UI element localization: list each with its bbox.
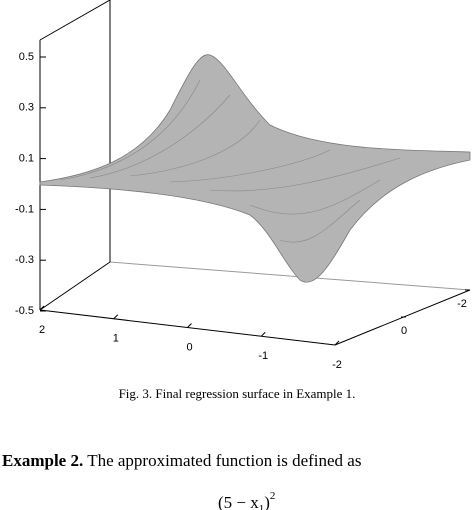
x-tick-label: -2 <box>332 359 342 371</box>
x-tick <box>187 323 192 328</box>
z-tick-label: -0.3 <box>15 254 34 266</box>
formula-close: ) <box>264 493 270 510</box>
z-tick-label: 0.5 <box>19 51 34 63</box>
formula-sup: 2 <box>270 490 276 502</box>
z-tick-label: -0.5 <box>15 305 34 317</box>
x-tick-label: 0 <box>186 341 192 353</box>
x-tick <box>113 314 119 320</box>
box-edge <box>39 261 111 311</box>
y-tick-label: -2 <box>457 298 467 310</box>
formula-sub: 1 <box>259 503 265 510</box>
x-tick <box>39 305 45 311</box>
x-tick-label: -1 <box>258 350 268 362</box>
surface-mesh <box>59 79 401 243</box>
z-tick-label: 0.1 <box>19 153 34 165</box>
formula: (5 − x1)2 <box>218 490 275 510</box>
regression-surface <box>39 54 471 283</box>
paragraph-lead: Example 2. <box>2 451 83 470</box>
box-edge <box>39 0 111 41</box>
paragraph-text: The approximated function is defined as <box>87 451 361 470</box>
z-tick-label: -0.1 <box>15 203 34 215</box>
paragraph: Example 2. The approximated function is … <box>2 451 361 470</box>
x-tick-label: 2 <box>39 324 45 336</box>
x-tick <box>334 340 340 346</box>
box-edge <box>109 261 471 291</box>
caption: Fig. 3. Final regression surface in Exam… <box>119 386 356 401</box>
y-tick-label: 0 <box>401 325 407 337</box>
x-tick <box>260 331 266 337</box>
z-tick-label: 0.3 <box>19 102 34 114</box>
surface <box>39 54 471 283</box>
formula-open: (5 − x <box>218 493 259 510</box>
x-tick-label: 1 <box>113 333 119 345</box>
